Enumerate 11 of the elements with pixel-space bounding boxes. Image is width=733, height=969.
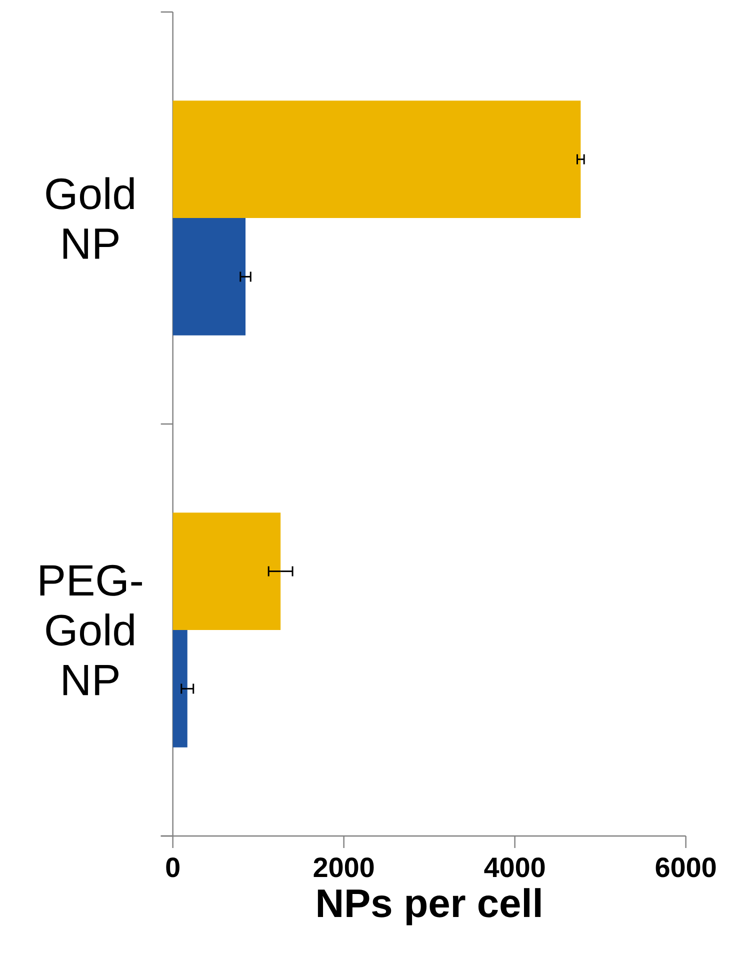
y-tick-label: PEG-Gold NP: [40, 564, 142, 696]
bar: [172, 218, 246, 336]
x-tick-label: 2000: [314, 858, 374, 878]
bar: [172, 100, 581, 218]
bar: [172, 630, 188, 748]
x-tick-label: 0: [166, 858, 180, 878]
x-axis-title: NPs per cell: [318, 888, 541, 926]
x-tick-label: 4000: [484, 858, 545, 878]
y-tick-label: Gold NP: [46, 177, 134, 259]
bar: [172, 512, 281, 630]
x-tick-label: 6000: [656, 858, 716, 878]
